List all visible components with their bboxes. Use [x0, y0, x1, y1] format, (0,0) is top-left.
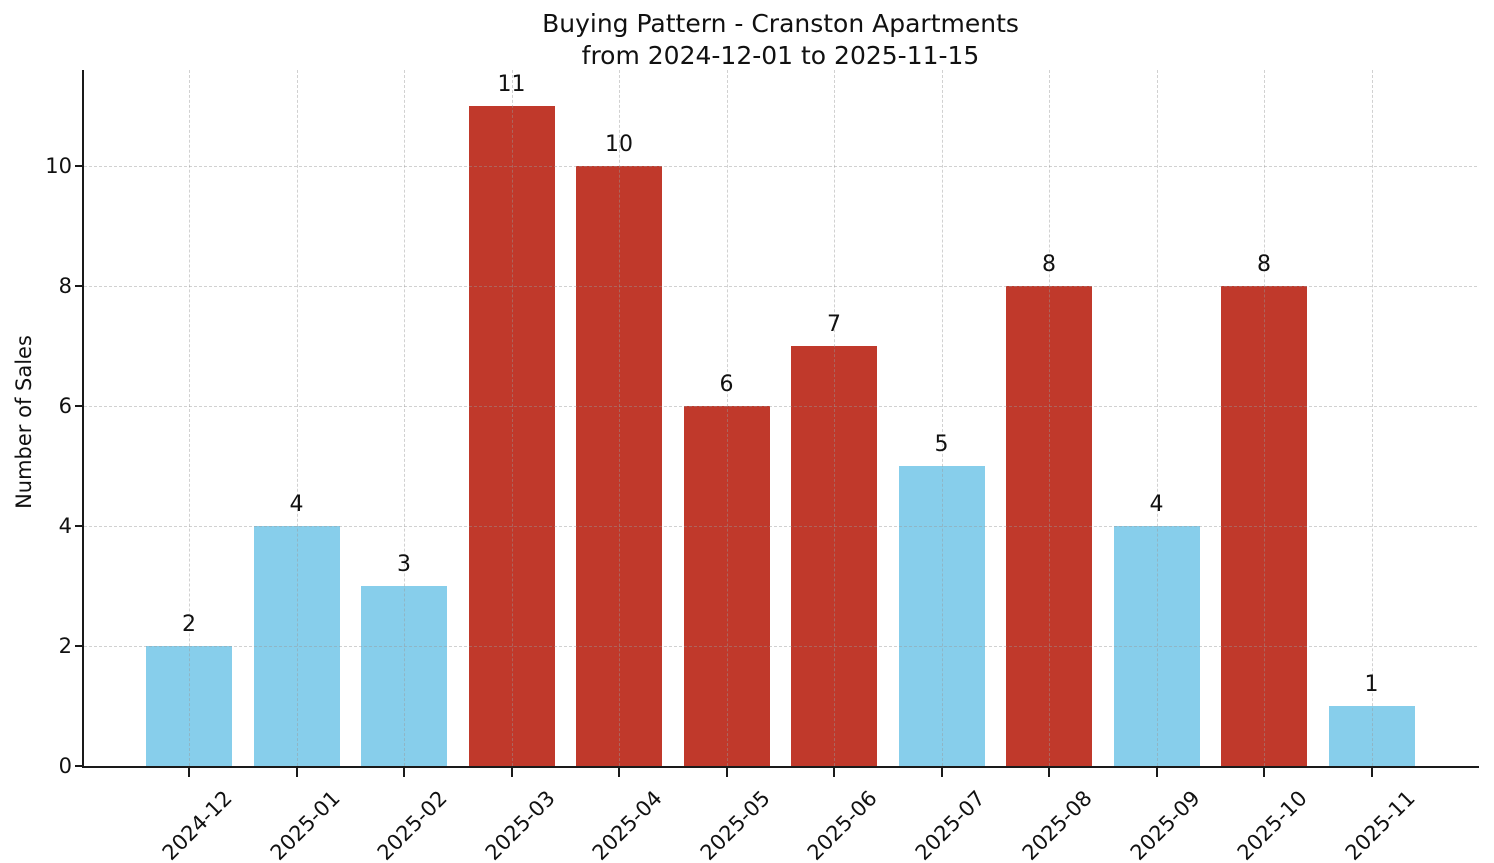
y-tick	[75, 645, 84, 647]
gridline-horizontal	[84, 166, 1477, 167]
bar-2025-05	[683, 406, 770, 766]
bar-2025-11	[1328, 706, 1415, 766]
bar-value-label: 5	[934, 432, 949, 457]
x-tick-label: 2025-04	[587, 786, 667, 863]
bar-2025-10	[1221, 286, 1307, 766]
x-tick	[188, 768, 190, 777]
x-tick	[1048, 768, 1050, 777]
x-tick	[618, 768, 620, 777]
bar-2025-09	[1113, 526, 1200, 766]
x-tick	[1263, 768, 1265, 777]
x-tick-label: 2025-06	[802, 786, 882, 863]
chart-title: Buying Pattern - Cranston Apartments fro…	[84, 8, 1477, 72]
chart-title-line2: from 2024-12-01 to 2025-11-15	[581, 41, 980, 70]
bar-2025-08	[1006, 286, 1092, 766]
bar-value-label: 6	[719, 372, 734, 397]
x-tick	[940, 768, 943, 777]
x-tick	[1155, 768, 1158, 777]
bar-value-label: 8	[1257, 252, 1271, 277]
x-tick-label: 2025-07	[910, 786, 990, 863]
bar-value-label: 1	[1364, 672, 1379, 697]
x-tick	[1370, 768, 1373, 777]
x-axis-spine	[82, 766, 1479, 768]
x-tick-label: 2025-02	[372, 786, 452, 863]
y-tick-label: 2	[58, 634, 72, 658]
bar-value-label: 10	[605, 132, 633, 157]
y-tick-label: 10	[45, 154, 72, 178]
x-tick-label: 2025-01	[265, 786, 345, 863]
y-axis-label: Number of Sales	[12, 335, 36, 509]
y-tick-label: 4	[58, 514, 72, 538]
x-tick-label: 2024-12	[157, 786, 237, 863]
x-tick	[403, 768, 405, 777]
bar-value-label: 3	[397, 552, 411, 577]
bar-2025-06	[791, 346, 877, 766]
x-tick	[725, 768, 728, 777]
bar-value-label: 4	[289, 492, 304, 517]
x-tick-label: 2025-08	[1017, 786, 1097, 863]
x-tick	[295, 768, 298, 777]
bar-2025-07	[898, 466, 985, 766]
bar-value-label: 11	[497, 72, 526, 97]
bar-2024-12	[146, 646, 232, 766]
y-tick-label: 6	[58, 394, 72, 418]
x-tick-label: 2025-05	[695, 786, 775, 863]
y-axis-spine	[82, 70, 84, 768]
bar-value-label: 2	[182, 612, 196, 637]
bar-value-label: 8	[1042, 252, 1056, 277]
bar-value-label: 7	[827, 312, 841, 337]
bar-2025-04	[576, 166, 662, 766]
x-tick-label: 2025-09	[1125, 786, 1205, 863]
x-tick-label: 2025-03	[480, 786, 560, 863]
y-tick	[75, 165, 84, 167]
bar-2025-02	[361, 586, 447, 766]
y-tick	[75, 765, 84, 767]
y-tick	[75, 405, 84, 407]
bar-2025-03	[468, 106, 555, 766]
bar-value-label: 4	[1149, 492, 1164, 517]
x-tick-label: 2025-11	[1340, 786, 1420, 863]
x-tick	[510, 768, 513, 777]
y-tick	[75, 525, 84, 527]
bar-2025-01	[253, 526, 340, 766]
y-tick-label: 8	[58, 274, 72, 298]
y-tick-label: 0	[58, 754, 72, 778]
y-tick	[75, 285, 84, 287]
gridline-vertical	[1371, 70, 1373, 766]
chart-title-line1: Buying Pattern - Cranston Apartments	[542, 9, 1019, 38]
x-tick	[833, 768, 835, 777]
x-tick-label: 2025-10	[1232, 786, 1312, 863]
